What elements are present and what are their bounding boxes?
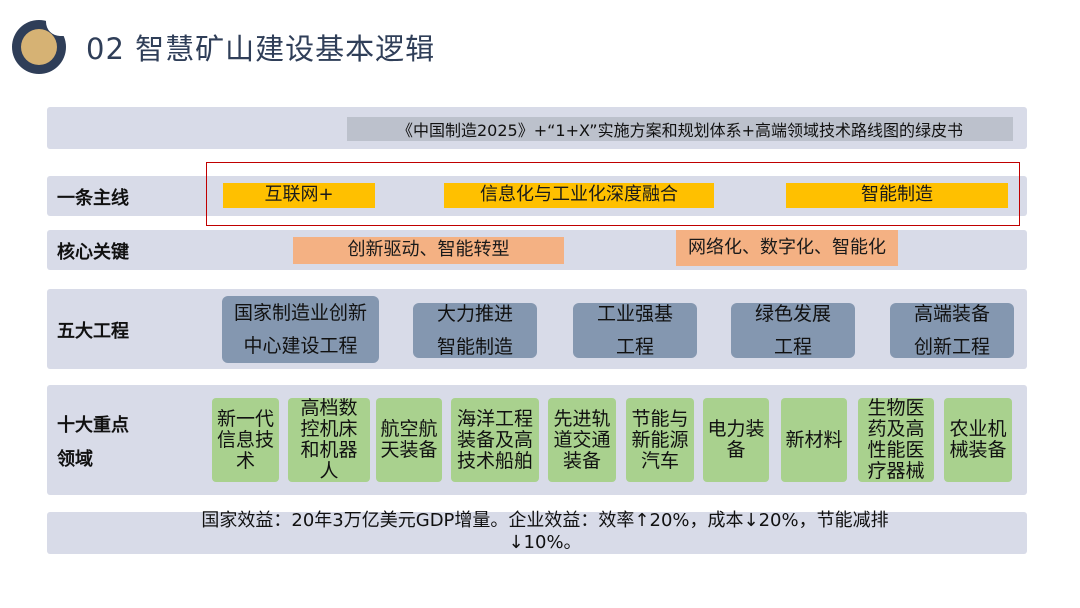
- main-line-label: 一条主线: [57, 188, 129, 209]
- project-box: 国家制造业创新 中心建设工程: [222, 296, 379, 363]
- main-line-item: 智能制造: [786, 183, 1008, 208]
- benefit-text: 国家效益：20年3万亿美元GDP增量。企业效益：效率↑20%，成本↓20%，节能…: [150, 510, 940, 554]
- ten-fields-label: 十大重点 领域: [57, 409, 129, 477]
- ten-fields-label-line: 十大重点: [57, 415, 129, 436]
- project-box: 高端装备 创新工程: [890, 303, 1014, 358]
- core-key-label: 核心关键: [57, 242, 129, 263]
- field-box: 电力装备: [703, 398, 769, 482]
- project-box: 大力推进 智能制造: [413, 303, 537, 358]
- project-box: 绿色发展 工程: [731, 303, 855, 358]
- field-box: 航空航天装备: [376, 398, 442, 482]
- ten-fields-label-line: 领域: [57, 449, 93, 470]
- project-line: 创新工程: [913, 335, 990, 358]
- benefit-line: 国家效益：20年3万亿美元GDP增量。企业效益：效率↑20%，成本↓20%，节能…: [201, 510, 889, 531]
- logo-icon: [12, 14, 72, 74]
- top-note: 《中国制造2025》+“1+X”实施方案和规划体系+高端领域技术路线图的绿皮书: [347, 117, 1013, 141]
- field-box: 新一代信息技术: [212, 398, 279, 482]
- five-projects-label: 五大工程: [57, 321, 129, 342]
- project-line: 工程: [773, 335, 812, 358]
- field-box: 高档数控机床和机器人: [288, 398, 370, 482]
- project-line: 大力推进: [436, 302, 513, 325]
- benefit-line: ↓10%。: [508, 532, 582, 553]
- project-box: 工业强基 工程: [573, 303, 697, 358]
- field-box: 节能与新能源汽车: [626, 398, 694, 482]
- field-box: 新材料: [781, 398, 847, 482]
- main-line-item: 互联网+: [223, 183, 375, 208]
- project-line: 智能制造: [436, 335, 513, 358]
- project-line: 工程: [615, 335, 654, 358]
- field-box: 海洋工程装备及高技术船舶: [451, 398, 539, 482]
- project-line: 中心建设工程: [243, 334, 358, 357]
- project-line: 高端装备: [913, 302, 990, 325]
- project-line: 国家制造业创新: [233, 301, 367, 324]
- field-box: 农业机械装备: [944, 398, 1012, 482]
- benefit-band: [47, 512, 1027, 554]
- core-key-item: 网络化、数字化、智能化: [676, 230, 898, 266]
- project-line: 工业强基: [596, 302, 673, 325]
- field-box: 先进轨道交通装备: [548, 398, 616, 482]
- field-box: 生物医药及高性能医疗器械: [858, 398, 934, 482]
- project-line: 绿色发展: [754, 302, 831, 325]
- page-title: 02 智慧矿山建设基本逻辑: [86, 32, 436, 66]
- core-key-item: 创新驱动、智能转型: [293, 237, 564, 264]
- highlight-frame: [206, 162, 1020, 226]
- main-line-item: 信息化与工业化深度融合: [444, 183, 714, 208]
- five-projects-band: [47, 289, 1027, 369]
